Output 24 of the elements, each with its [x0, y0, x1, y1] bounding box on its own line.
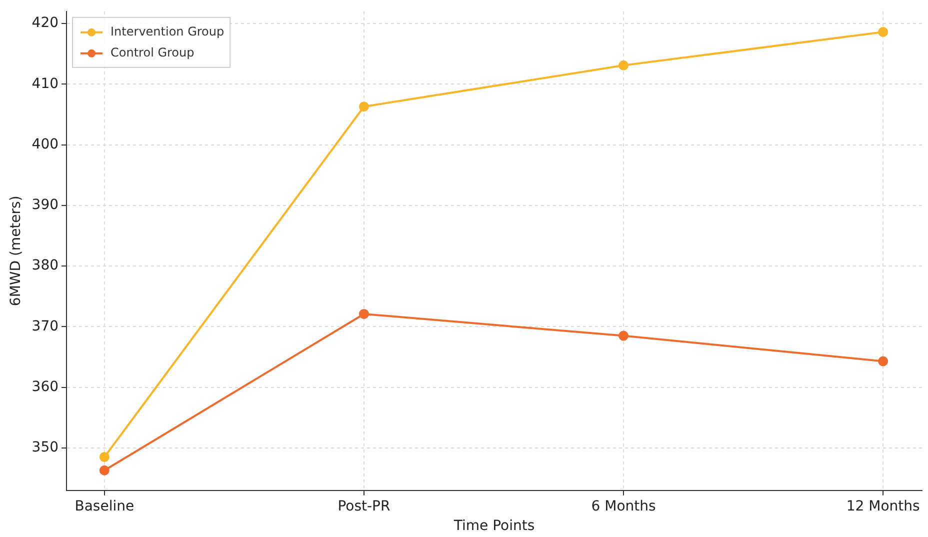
- y-tick-label: 420: [32, 15, 59, 32]
- x-tick-label: Baseline: [74, 498, 134, 514]
- point: [358, 102, 369, 112]
- y-axis-title: 6MWD (meters): [8, 196, 24, 306]
- y-tick-label: 370: [32, 318, 59, 334]
- y-tick-label: 400: [32, 136, 59, 152]
- point: [878, 27, 888, 38]
- y-tick-label: 380: [32, 258, 59, 274]
- y-tick-label: 360: [32, 378, 59, 395]
- y-tick-label: 390: [32, 197, 59, 214]
- legend-label: Control Group: [110, 46, 194, 60]
- point: [99, 452, 110, 462]
- point: [878, 356, 888, 366]
- point: [618, 330, 629, 341]
- point: [358, 308, 369, 319]
- y-tick-label: 350: [32, 440, 59, 456]
- y-tick-label: 410: [32, 76, 59, 92]
- point: [618, 60, 629, 70]
- legend-label: Intervention Group: [110, 24, 224, 39]
- x-tick-label: Post-PR: [338, 498, 390, 514]
- x-axis-title: Time Points: [452, 518, 535, 534]
- x-tick-label: 12 Months: [846, 498, 920, 514]
- x-tick-label: 6 Months: [591, 498, 656, 514]
- point: [99, 465, 110, 476]
